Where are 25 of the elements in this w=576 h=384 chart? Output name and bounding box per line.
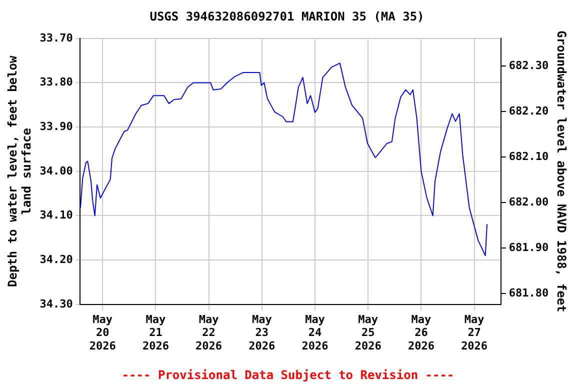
chart-title: USGS 394632086092701 MARION 35 (MA 35)	[150, 9, 424, 24]
y-tick-label: 33.70	[40, 31, 73, 44]
x-tick-label: May 20 2026	[89, 312, 116, 352]
y2-axis-title: Groundwater level above NAVD 1988, feet	[554, 30, 569, 312]
y2-tick-label: 682.10	[508, 150, 549, 163]
x-tick-label: May 27 2026	[461, 312, 488, 352]
x-tick-label: May 26 2026	[408, 312, 435, 352]
y-tick-label: 34.20	[40, 252, 73, 266]
y-tick-label: 34.30	[40, 297, 73, 310]
x-tick-label: May 22 2026	[196, 312, 222, 352]
x-tick-label: May 24 2026	[302, 312, 329, 352]
y2-tick-label: 682.30	[508, 58, 549, 72]
y-axis-title: Depth to water level, feet below land surface	[5, 55, 34, 287]
y-tick-label: 34.00	[40, 164, 73, 178]
y-tick-label: 33.90	[40, 120, 73, 133]
y-tick-label: 33.80	[40, 76, 73, 89]
y2-tick-label: 681.80	[508, 286, 549, 300]
y2-tick-label: 682.20	[508, 104, 549, 118]
text: ---- Provisional Data Subject to Revision ----	[120, 368, 456, 382]
x-tick-label: May 25 2026	[354, 312, 382, 352]
y2-tick-label: 682.00	[508, 195, 549, 208]
y-tick-label: 34.10	[40, 208, 73, 222]
x-tick-label: May 21 2026	[142, 312, 170, 352]
y2-tick-label: 681.90	[508, 240, 549, 254]
x-tick-label: May 23 2026	[248, 312, 276, 352]
